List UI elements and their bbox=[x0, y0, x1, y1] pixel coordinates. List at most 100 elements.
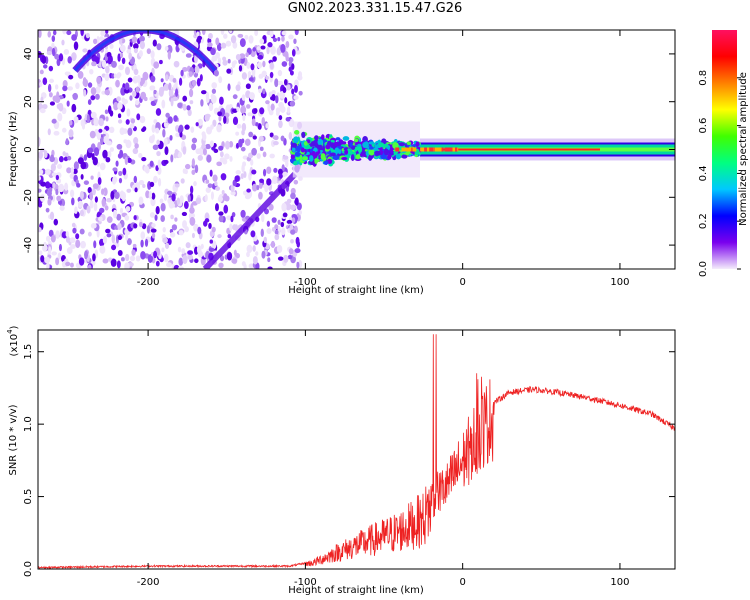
noise-blob bbox=[83, 180, 90, 185]
noise-blob bbox=[281, 35, 285, 42]
noise-blob bbox=[196, 245, 202, 255]
noise-blob bbox=[233, 249, 237, 256]
noise-blob bbox=[151, 192, 156, 200]
band-blob bbox=[317, 144, 323, 149]
noise-blob bbox=[192, 79, 197, 87]
noise-blob bbox=[230, 35, 237, 44]
noise-blob bbox=[285, 202, 292, 211]
noise-blob bbox=[93, 38, 98, 45]
noise-blob bbox=[109, 43, 114, 49]
noise-blob bbox=[277, 219, 281, 225]
noise-blob bbox=[246, 244, 253, 253]
noise-blob bbox=[133, 43, 139, 50]
noise-blob bbox=[204, 218, 210, 223]
noise-blob bbox=[112, 176, 118, 183]
noise-blob bbox=[116, 213, 122, 221]
noise-blob bbox=[187, 109, 192, 117]
noise-blob bbox=[273, 141, 279, 146]
band-blob bbox=[290, 154, 296, 160]
noise-blob bbox=[172, 84, 177, 91]
noise-blob bbox=[254, 30, 259, 37]
noise-blob bbox=[117, 119, 123, 124]
noise-blob bbox=[248, 35, 254, 44]
noise-blob bbox=[80, 30, 84, 37]
noise-blob bbox=[184, 169, 188, 175]
noise-blob bbox=[139, 35, 145, 42]
noise-blob bbox=[147, 254, 153, 263]
noise-blob bbox=[120, 86, 126, 96]
noise-blob bbox=[277, 69, 283, 77]
noise-blob bbox=[163, 83, 170, 91]
noise-blob bbox=[162, 128, 166, 138]
band-blob bbox=[291, 147, 296, 153]
noise-blob bbox=[38, 30, 42, 38]
noise-blob bbox=[217, 57, 222, 66]
noise-blob bbox=[93, 240, 97, 249]
noise-blob bbox=[197, 226, 202, 235]
noise-blob bbox=[76, 182, 81, 188]
noise-blob bbox=[291, 49, 296, 57]
noise-blob bbox=[161, 247, 165, 253]
colorbar-tick-label: 0.0 bbox=[698, 261, 709, 277]
noise-blob bbox=[71, 197, 75, 206]
noise-blob bbox=[149, 212, 155, 218]
noise-blob bbox=[165, 112, 170, 118]
noise-blob bbox=[83, 89, 87, 97]
noise-blob bbox=[218, 211, 224, 216]
band-blob bbox=[293, 160, 298, 166]
noise-blob bbox=[184, 163, 191, 170]
noise-arc-core bbox=[73, 30, 217, 72]
noise-blob bbox=[136, 74, 141, 84]
noise-blob bbox=[105, 228, 111, 234]
noise-blob bbox=[162, 237, 168, 244]
noise-blob bbox=[107, 150, 112, 158]
noise-blob bbox=[77, 200, 84, 208]
noise-blob bbox=[102, 149, 108, 159]
band-blob bbox=[321, 134, 325, 140]
noise-blob bbox=[239, 38, 246, 48]
band-blob bbox=[323, 160, 329, 165]
band-blob bbox=[337, 142, 342, 147]
noise-blob bbox=[67, 56, 72, 64]
noise-blob bbox=[101, 198, 106, 207]
noise-blob bbox=[109, 126, 115, 134]
y-tick-label: 1.0 bbox=[23, 416, 34, 432]
noise-blob bbox=[157, 178, 162, 187]
noise-blob bbox=[290, 239, 294, 244]
band-blob bbox=[301, 156, 308, 161]
noise-blob bbox=[112, 209, 118, 219]
noise-blob bbox=[218, 145, 224, 151]
noise-blob bbox=[298, 71, 303, 79]
noise-blob bbox=[241, 129, 245, 136]
noise-blob bbox=[96, 76, 102, 85]
noise-blob bbox=[126, 108, 131, 117]
noise-blob bbox=[205, 91, 210, 101]
noise-blob bbox=[51, 194, 56, 202]
band-blob bbox=[312, 153, 318, 160]
band-hotspot bbox=[444, 147, 449, 152]
noise-blob bbox=[127, 157, 132, 164]
noise-blob bbox=[66, 100, 70, 107]
noise-blob bbox=[162, 226, 166, 233]
noise-blob bbox=[85, 32, 90, 39]
colorbar-tick-label: 0.2 bbox=[698, 213, 709, 229]
noise-blob bbox=[47, 31, 52, 38]
noise-blob bbox=[191, 158, 196, 167]
noise-blob bbox=[252, 245, 256, 252]
spectrogram-x-label: Height of straight line (km) bbox=[288, 285, 424, 296]
noise-blob bbox=[149, 181, 155, 188]
colorbar-gradient bbox=[712, 30, 737, 269]
noise-blob bbox=[153, 61, 160, 69]
noise-blob bbox=[153, 89, 157, 95]
noise-blob bbox=[104, 73, 110, 82]
noise-blob bbox=[271, 226, 276, 232]
noise-blob bbox=[195, 148, 201, 155]
noise-blob bbox=[271, 89, 276, 95]
noise-blob bbox=[272, 175, 278, 185]
noise-blob bbox=[105, 65, 110, 74]
noise-blob bbox=[38, 227, 42, 233]
noise-blob bbox=[51, 47, 56, 57]
noise-blob bbox=[211, 88, 217, 94]
noise-blob bbox=[140, 231, 146, 240]
